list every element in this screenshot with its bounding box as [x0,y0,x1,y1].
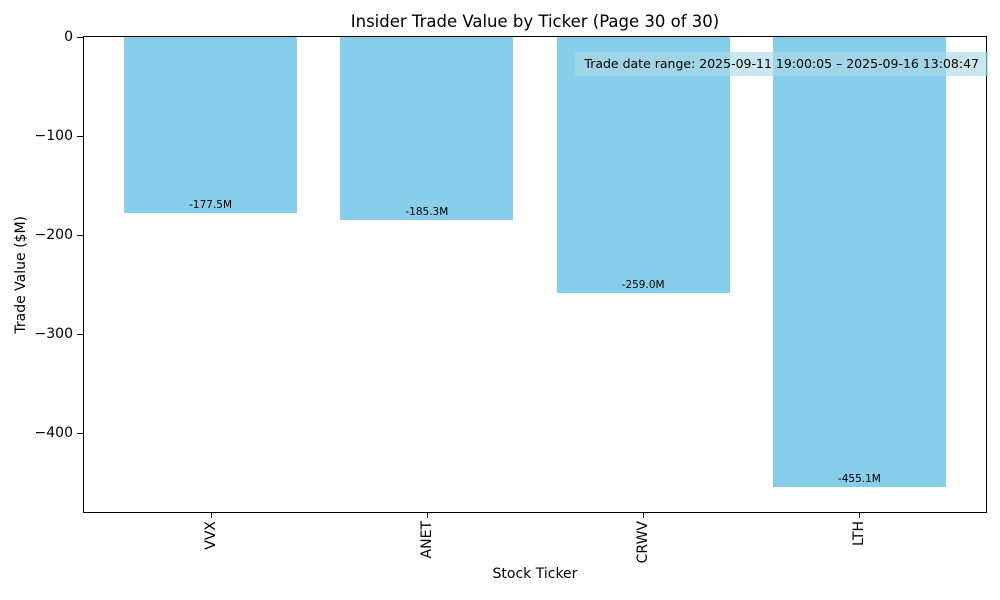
bar-value-label-ANET: -185.3M [405,206,449,219]
y-tick-mark--200 [77,234,83,236]
bar-CRWV [556,37,730,294]
y-tick-label-0: 0 [64,29,73,45]
bar-value-label-LTH: -455.1M [837,473,881,486]
bar-value-label-VVX: -177.5M [189,198,233,211]
plot-area [83,36,987,513]
x-tick-mark-LTH [859,513,861,518]
x-tick-label-VVX: VVX [202,521,219,550]
chart-title: Insider Trade Value by Ticker (Page 30 o… [350,12,720,31]
y-tick-mark--400 [77,432,83,434]
x-tick-label-CRWV: CRWV [635,521,652,564]
bar-LTH [772,37,946,488]
y-tick-mark--100 [77,135,83,137]
y-tick-label--200: −200 [34,226,73,243]
y-tick-mark--300 [77,333,83,335]
y-tick-label--100: −100 [34,127,73,144]
bar-VVX [124,37,298,213]
x-tick-mark-CRWV [643,513,645,518]
y-tick-mark-0 [77,37,83,38]
x-tick-mark-ANET [426,513,428,518]
y-axis-label-container: Trade Value ($M) [10,37,32,513]
x-axis-label: Stock Ticker [492,566,578,582]
x-tick-mark-VVX [210,513,212,518]
x-tick-label-LTH: LTH [851,521,868,546]
bar-value-label-CRWV: -259.0M [621,279,665,292]
x-tick-label-ANET: ANET [418,521,435,559]
y-tick-label--400: −400 [34,424,73,441]
trade-date-range-annotation: Trade date range: 2025-09-11 19:00:05 – … [575,52,988,76]
bar-ANET [340,37,514,221]
y-tick-label--300: −300 [34,325,73,342]
trade-date-range-text: Trade date range: 2025-09-11 19:00:05 – … [584,56,979,71]
